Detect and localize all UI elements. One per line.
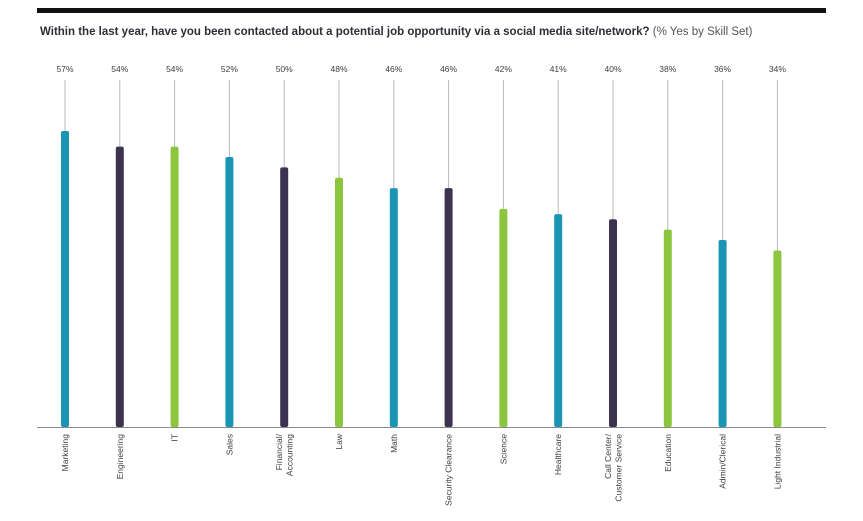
category-label-line: Security Clearance	[444, 434, 454, 506]
category-label-line: Healthcare	[553, 434, 563, 475]
category-label-line: IT	[170, 434, 180, 442]
category-label: Sales	[224, 434, 234, 455]
category-label-line: Light Industrial	[772, 434, 782, 489]
category-label-line: Admin/Clerical	[718, 434, 728, 489]
chart-marks: 57% Marketing 54% Engineering 54% IT 52% Sales 5…	[56, 64, 786, 506]
bar	[335, 177, 343, 427]
category-label-line: Marketing	[60, 434, 70, 472]
value-label: 36%	[714, 64, 731, 74]
category-label-line: Engineering	[115, 434, 125, 480]
bar	[225, 156, 234, 427]
bar	[499, 208, 508, 427]
value-label: 52%	[221, 64, 238, 74]
category-label: Call Center/Customer Service	[603, 433, 624, 501]
value-label: 54%	[111, 64, 128, 74]
top-rule	[37, 8, 826, 13]
category-label-line: Law	[334, 433, 344, 449]
category-label: Admin/Clerical	[718, 434, 728, 489]
bar	[280, 167, 289, 427]
category-label: Security Clearance	[444, 434, 454, 506]
bar	[389, 188, 398, 427]
value-label: 54%	[166, 64, 183, 74]
category-label: Math	[389, 434, 399, 453]
category-label: Engineering	[115, 434, 125, 480]
value-label: 38%	[659, 64, 676, 74]
value-label: 50%	[276, 64, 293, 74]
chart-title-main: Within the last year, have you been cont…	[40, 26, 650, 38]
category-label-line: Customer Service	[613, 434, 623, 502]
category-label: Marketing	[60, 434, 70, 472]
category-label: Light Industrial	[772, 434, 782, 489]
bar	[170, 146, 179, 427]
bar	[61, 131, 69, 427]
category-label: Science	[498, 434, 508, 465]
category-label-line: Education	[663, 434, 673, 472]
category-label: Law	[334, 433, 344, 449]
bar	[444, 188, 453, 427]
chart-subtitle: (% Yes by Skill Set)	[652, 26, 753, 38]
category-label: IT	[170, 434, 180, 442]
bar	[115, 146, 124, 427]
chart-title: Within the last year, have you been cont…	[40, 26, 830, 38]
bar	[663, 229, 672, 427]
category-label: Healthcare	[553, 434, 563, 475]
bar	[609, 219, 617, 427]
value-label: 41%	[550, 64, 567, 74]
value-label: 42%	[495, 64, 512, 74]
value-label: 48%	[330, 64, 347, 74]
value-label: 46%	[440, 64, 457, 74]
category-label-line: Science	[498, 434, 508, 465]
category-label-line: Financial/	[274, 433, 284, 470]
value-label: 46%	[385, 64, 402, 74]
bar	[718, 240, 727, 427]
category-label-line: Accounting	[284, 434, 294, 476]
category-label: Education	[663, 434, 673, 472]
value-label: 34%	[769, 64, 786, 74]
value-label: 57%	[56, 64, 73, 74]
category-label: Financial/Accounting	[274, 433, 295, 476]
category-label-line: Math	[389, 434, 399, 453]
bar	[554, 214, 563, 427]
category-label-line: Sales	[224, 434, 234, 455]
value-label: 40%	[604, 64, 621, 74]
category-label-line: Call Center/	[603, 433, 613, 479]
bar	[773, 250, 782, 427]
